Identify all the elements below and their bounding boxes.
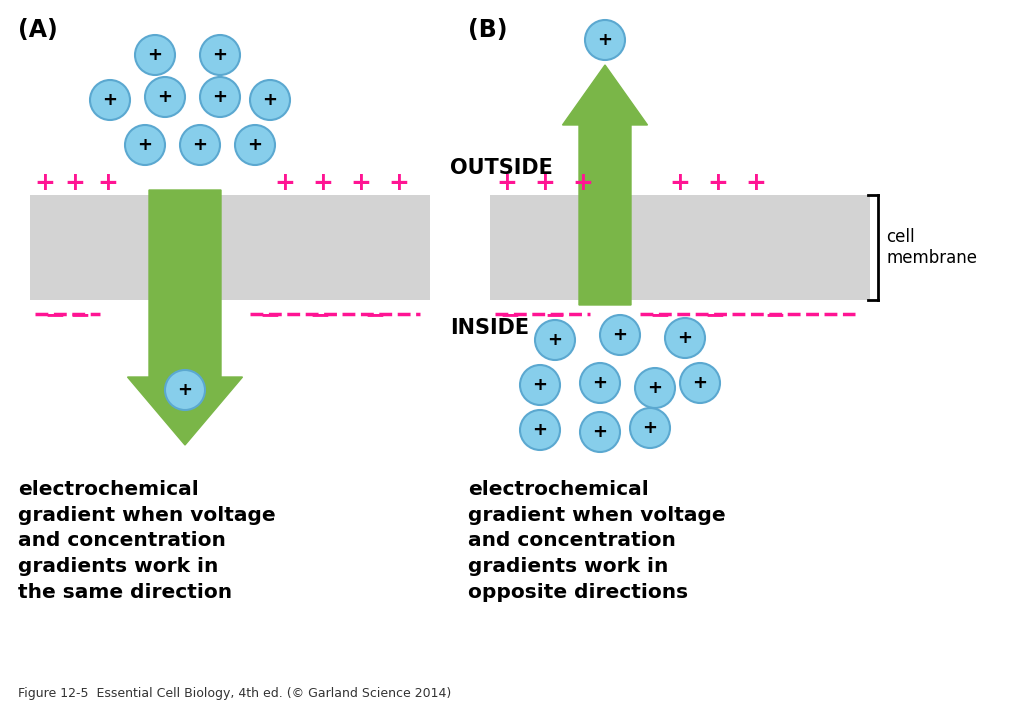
Text: −: − bbox=[44, 303, 66, 327]
Text: +: + bbox=[612, 326, 628, 344]
Text: −: − bbox=[70, 303, 90, 327]
Circle shape bbox=[145, 77, 185, 117]
Text: +: + bbox=[248, 136, 262, 154]
FancyArrow shape bbox=[128, 190, 243, 445]
Text: +: + bbox=[213, 46, 227, 64]
Circle shape bbox=[520, 410, 560, 450]
Text: +: + bbox=[708, 171, 728, 195]
Text: +: + bbox=[35, 171, 55, 195]
Text: +: + bbox=[102, 91, 118, 109]
Text: +: + bbox=[388, 171, 410, 195]
Text: (B): (B) bbox=[468, 18, 508, 42]
Text: +: + bbox=[65, 171, 85, 195]
Text: +: + bbox=[593, 374, 607, 392]
Text: −: − bbox=[259, 303, 281, 327]
Text: +: + bbox=[647, 379, 663, 397]
Text: Figure 12-5  Essential Cell Biology, 4th ed. (© Garland Science 2014): Figure 12-5 Essential Cell Biology, 4th … bbox=[18, 687, 452, 700]
Text: +: + bbox=[274, 171, 296, 195]
Text: +: + bbox=[193, 136, 208, 154]
Bar bbox=[30, 195, 430, 300]
Text: +: + bbox=[532, 421, 548, 439]
Circle shape bbox=[520, 365, 560, 405]
Text: +: + bbox=[213, 88, 227, 106]
Text: +: + bbox=[572, 171, 594, 195]
Text: cell
membrane: cell membrane bbox=[886, 228, 977, 267]
Text: +: + bbox=[535, 171, 555, 195]
Text: +: + bbox=[158, 88, 172, 106]
Text: +: + bbox=[497, 171, 517, 195]
Circle shape bbox=[135, 35, 175, 75]
Circle shape bbox=[580, 363, 620, 403]
Text: +: + bbox=[642, 419, 657, 437]
Text: −: − bbox=[309, 303, 331, 327]
Circle shape bbox=[535, 320, 575, 360]
Text: +: + bbox=[678, 329, 692, 347]
Bar bbox=[490, 195, 870, 300]
Circle shape bbox=[665, 318, 705, 358]
Circle shape bbox=[635, 368, 675, 408]
Text: OUTSIDE: OUTSIDE bbox=[450, 158, 553, 178]
Text: electrochemical
gradient when voltage
and concentration
gradients work in
opposi: electrochemical gradient when voltage an… bbox=[468, 480, 726, 602]
Circle shape bbox=[630, 408, 670, 448]
Text: −: − bbox=[705, 303, 725, 327]
Text: +: + bbox=[97, 171, 119, 195]
Circle shape bbox=[680, 363, 720, 403]
Text: +: + bbox=[262, 91, 278, 109]
Circle shape bbox=[234, 125, 275, 165]
Text: +: + bbox=[532, 376, 548, 394]
Text: INSIDE: INSIDE bbox=[450, 318, 529, 338]
Text: −: − bbox=[649, 303, 671, 327]
Circle shape bbox=[165, 370, 205, 410]
Text: +: + bbox=[597, 31, 612, 49]
Text: +: + bbox=[177, 381, 193, 399]
Text: −: − bbox=[500, 303, 520, 327]
Text: +: + bbox=[670, 171, 690, 195]
Circle shape bbox=[125, 125, 165, 165]
Text: (A): (A) bbox=[18, 18, 57, 42]
Circle shape bbox=[200, 35, 240, 75]
Text: +: + bbox=[312, 171, 334, 195]
FancyArrow shape bbox=[562, 65, 647, 305]
Circle shape bbox=[585, 20, 625, 60]
Circle shape bbox=[90, 80, 130, 120]
Text: electrochemical
gradient when voltage
and concentration
gradients work in
the sa: electrochemical gradient when voltage an… bbox=[18, 480, 275, 602]
Text: +: + bbox=[147, 46, 163, 64]
Text: +: + bbox=[593, 423, 607, 441]
Circle shape bbox=[600, 315, 640, 355]
Text: +: + bbox=[692, 374, 708, 392]
Text: +: + bbox=[137, 136, 153, 154]
Circle shape bbox=[200, 77, 240, 117]
Text: +: + bbox=[548, 331, 562, 349]
Circle shape bbox=[180, 125, 220, 165]
Text: −: − bbox=[765, 303, 785, 327]
Text: +: + bbox=[745, 171, 766, 195]
Text: +: + bbox=[350, 171, 372, 195]
Text: −: − bbox=[365, 303, 385, 327]
Circle shape bbox=[250, 80, 290, 120]
Text: −: − bbox=[545, 303, 565, 327]
Circle shape bbox=[580, 412, 620, 452]
